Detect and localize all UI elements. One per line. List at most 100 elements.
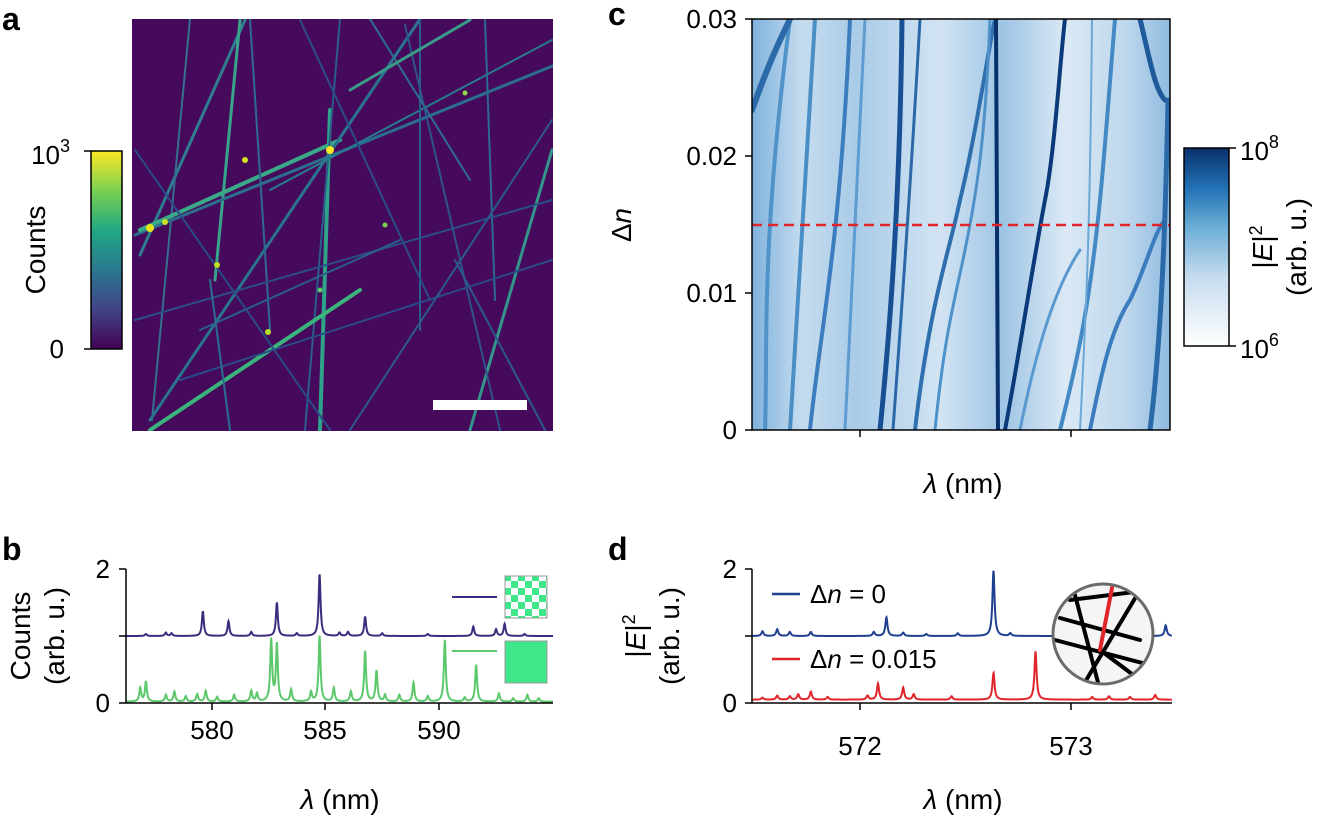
hotspot (382, 222, 388, 228)
colorbar-top-tick: 108 (1240, 132, 1279, 166)
y-tick-label: 0 (96, 688, 110, 718)
panel-a-colorbar: 103 0 Counts (20, 136, 123, 364)
checkerboard-pattern-icon (504, 575, 548, 619)
colorbar-label-line1: |E|2 (1246, 225, 1278, 268)
network-wire (1083, 588, 1142, 684)
wire (369, 19, 471, 181)
wire (138, 19, 247, 257)
y-tick-label: 2 (96, 554, 110, 584)
wire (454, 259, 546, 431)
panel-label-b: b (2, 531, 22, 567)
mode-trace (752, 19, 793, 113)
colorbar-label-line2: (arb. u.) (1281, 198, 1312, 296)
panel-c-heatmap (751, 18, 1171, 431)
panel-b-plot: 0 2 580 585 590 Counts (arb. u.) λ (nm) (5, 554, 553, 815)
wire (299, 19, 431, 301)
colorbar-label: Counts (20, 206, 51, 295)
x-tick-label: 572 (838, 731, 881, 761)
y-tick-label: 0.02 (686, 141, 737, 171)
colorbar-bottom-tick: 0 (50, 334, 64, 364)
mode-trace (933, 19, 992, 430)
wire (304, 19, 341, 431)
x-axis-label: λ (nm) (921, 468, 1002, 499)
series-line-0 (126, 574, 553, 637)
wire (134, 199, 553, 321)
panel-label-c: c (608, 0, 626, 32)
mode-trace (1003, 19, 1067, 430)
y-tick-label: 0.03 (686, 4, 737, 34)
wire (349, 119, 553, 431)
panel-c-axes: 0 0.01 0.02 0.03 Δn λ (nm) (606, 4, 1072, 499)
mode-trace (1088, 218, 1167, 430)
mode-trace (1058, 19, 1117, 430)
y-axis-label-line1: Counts (5, 592, 36, 681)
viridis-colorbar (90, 150, 123, 350)
wire (138, 138, 342, 232)
x-axis-label: λ (nm) (298, 784, 379, 815)
y-tick-label: 0.01 (686, 278, 737, 308)
mode-trace (877, 19, 905, 430)
series-line-1 (126, 635, 553, 703)
network-wire-highlighted (1098, 586, 1114, 652)
wire (209, 279, 231, 431)
nanowire-network (133, 19, 553, 431)
mode-trace (1079, 19, 1093, 430)
y-axis-label-line2: (arb. u.) (39, 587, 70, 685)
network-wire (1073, 593, 1102, 684)
mode-trace (788, 19, 817, 430)
wire (484, 19, 496, 301)
inset-network-diagram (1051, 582, 1155, 686)
mode-trace (891, 19, 922, 430)
hotspot (317, 287, 323, 293)
colorbar-bottom-tick: 106 (1240, 330, 1279, 364)
scale-bar (433, 400, 527, 410)
y-axis-label: Δn (606, 208, 637, 242)
wire (199, 239, 401, 331)
x-tick-label: 590 (417, 715, 460, 745)
wire (148, 19, 422, 422)
hotspot (214, 262, 220, 268)
blues-colorbar (1183, 147, 1230, 347)
panel-label-d: d (608, 531, 628, 567)
mode-trace (763, 19, 792, 430)
y-axis-label-line1: |E|2 (619, 614, 651, 657)
x-tick-label: 585 (303, 715, 346, 745)
hotspot (265, 329, 271, 335)
panel-label-a: a (2, 1, 20, 37)
wire (348, 19, 472, 92)
hotspot (326, 146, 334, 154)
mode-trace (843, 19, 867, 430)
network-wire (1058, 616, 1142, 642)
x-tick-label: 573 (1049, 731, 1092, 761)
y-axis-label-line2: (arb. u.) (654, 587, 685, 685)
series-line-1 (752, 651, 1172, 701)
panel-c-colorbar: 108 106 |E|2 (arb. u.) (1183, 132, 1312, 364)
panel-d-plot: 0 2 572 573 |E|2 (arb. u.) λ (nm) Δn = 0… (619, 554, 1173, 815)
fluorescence-image-background (132, 19, 553, 431)
wire (468, 148, 553, 431)
mode-traces (752, 19, 1170, 430)
wire (249, 19, 271, 331)
mode-trace (1147, 97, 1170, 430)
colorbar-top-tick: 103 (31, 136, 70, 170)
wire (179, 259, 553, 381)
inset-circle-border (1051, 582, 1155, 686)
hotspot (242, 157, 248, 163)
wire (269, 39, 553, 191)
wire (134, 149, 331, 431)
full-pattern-icon (504, 640, 548, 684)
legend-label-dn0015: Δn = 0.015 (810, 644, 937, 674)
mode-trace (1018, 248, 1082, 430)
y-tick-label: 2 (723, 554, 737, 584)
panel-a-image (132, 19, 553, 431)
heatmap-frame (751, 18, 1171, 431)
y-tick-label: 0 (723, 688, 737, 718)
y-tick-label: 0 (723, 415, 737, 445)
mode-trace (808, 19, 852, 430)
hotspot (462, 90, 468, 96)
x-tick-label: 580 (190, 715, 233, 745)
wire (213, 19, 242, 282)
x-axis-label: λ (nm) (921, 784, 1002, 815)
hotspot (146, 224, 154, 232)
